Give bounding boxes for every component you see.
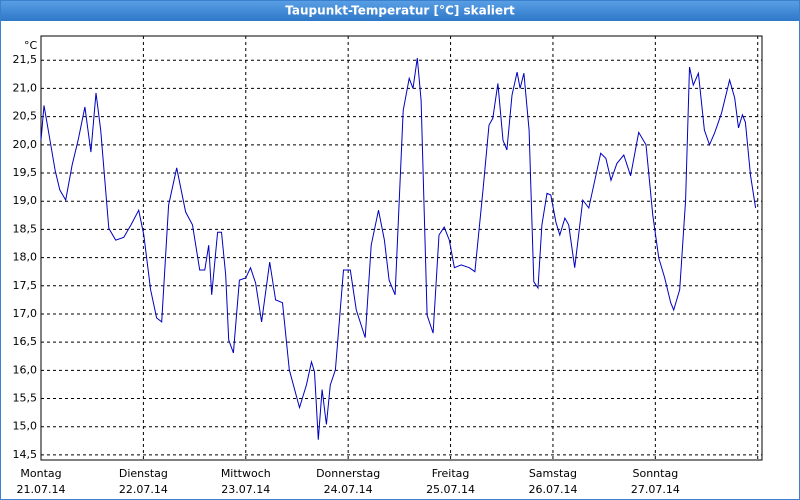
y-tick-label: 18,5 [13,222,38,235]
x-tick-label: Montag [20,467,61,480]
x-tick-date: 26.07.14 [528,483,577,496]
x-tick-label: Samstag [529,467,577,480]
y-tick-label: 18,0 [13,251,38,264]
x-tick-label: Freitag [432,467,470,480]
x-tick-date: 27.07.14 [631,483,680,496]
y-tick-label: 15,0 [13,420,38,433]
x-tick-date: 22.07.14 [119,483,168,496]
y-tick-label: 14,5 [13,448,38,461]
y-tick-label: 17,0 [13,307,38,320]
x-tick-date: 24.07.14 [324,483,373,496]
plot-area [40,35,763,461]
x-tick-label: Donnerstag [316,467,380,480]
y-tick-label: 21,0 [13,81,38,94]
x-tick-date: 21.07.14 [17,483,66,496]
y-tick-label: 19,5 [13,166,38,179]
y-tick-label: 20,0 [13,138,38,151]
x-tick-label: Dienstag [119,467,168,480]
y-tick-label: 15,5 [13,392,38,405]
x-tick-date: 25.07.14 [426,483,475,496]
chart-title: Taupunkt-Temperatur [°C] skaliert [285,4,515,18]
y-tick-label: 16,0 [13,363,38,376]
x-tick-label: Sonntag [632,467,678,480]
data-line [40,57,757,440]
title-bar [0,0,800,21]
y-tick-label: 20,5 [13,110,38,123]
x-tick-label: Mittwoch [221,467,271,480]
y-tick-label: 17,5 [13,279,38,292]
y-tick-label: 21,5 [13,53,38,66]
y-unit: °C [24,39,38,52]
y-tick-label: 16,5 [13,335,38,348]
x-tick-date: 23.07.14 [221,483,270,496]
y-tick-label: 19,0 [13,194,38,207]
